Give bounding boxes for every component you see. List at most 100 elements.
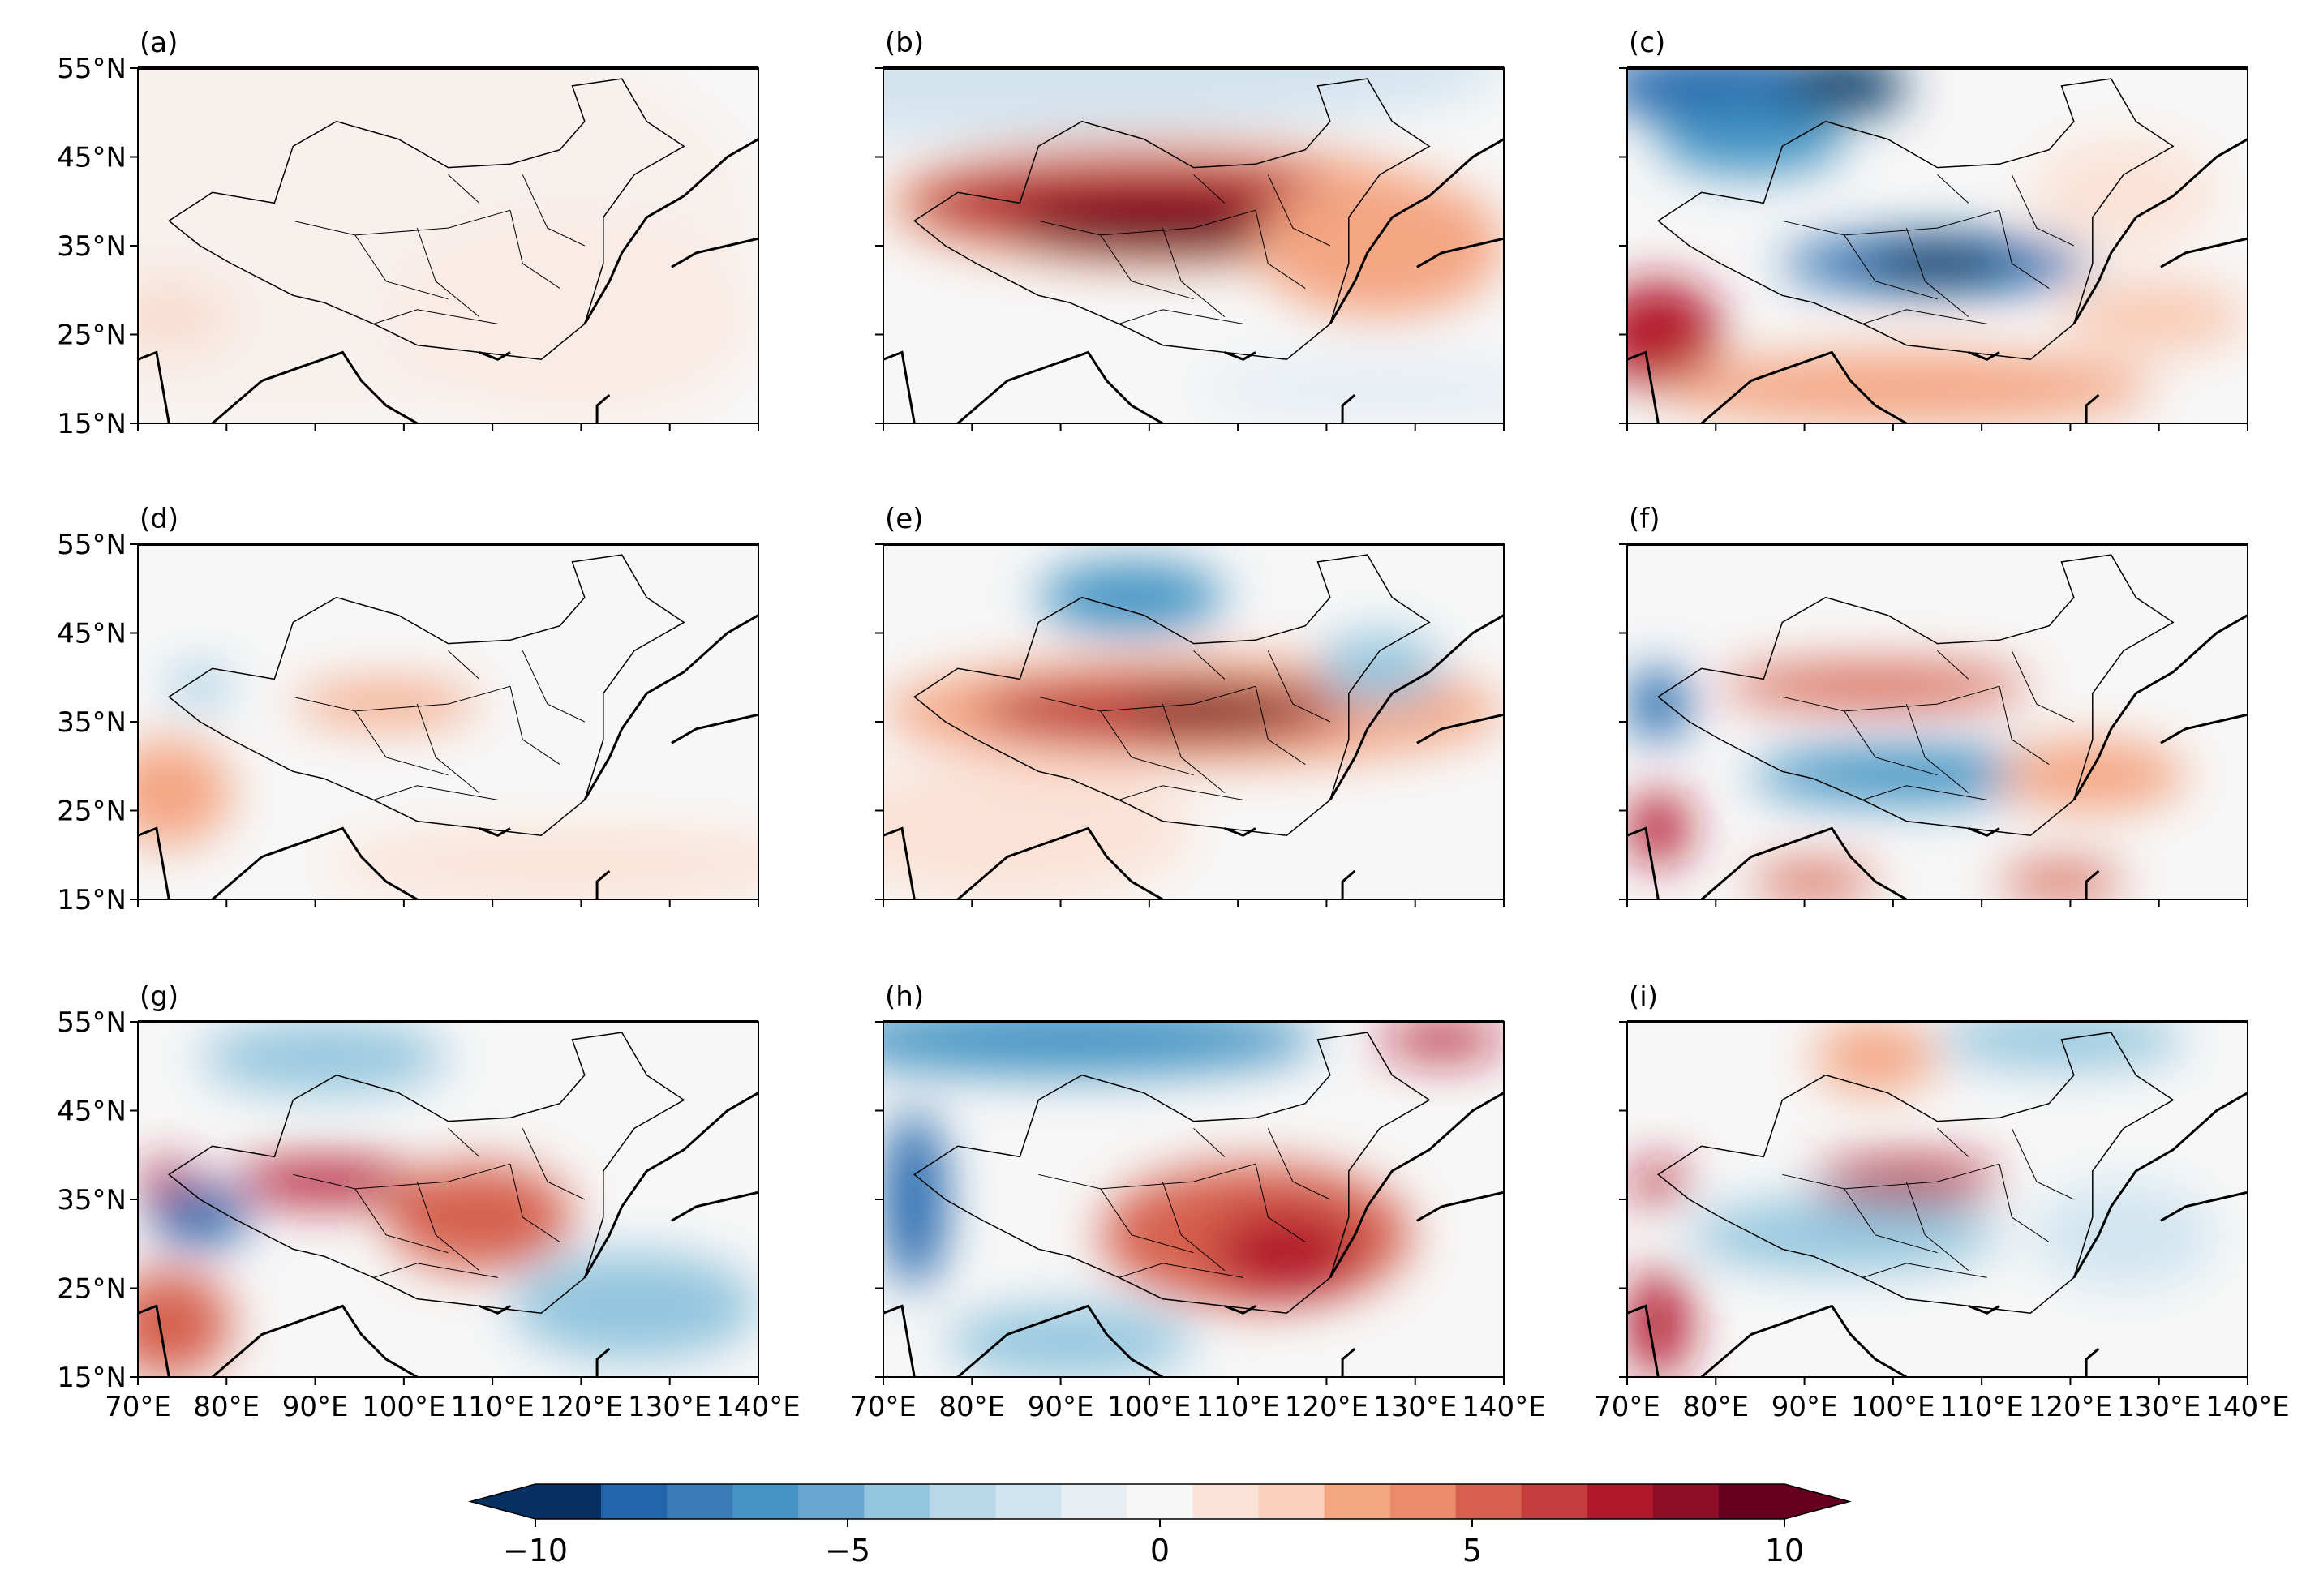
x-tick-label: 110°E: [450, 1391, 534, 1423]
panel-label: (a): [140, 27, 178, 59]
china-border: [1657, 78, 2175, 360]
tick-marks: [1619, 543, 2248, 907]
x-tick-label: 120°E: [1285, 1391, 1368, 1423]
tick-marks: [130, 543, 759, 907]
tick-marks: [875, 543, 1505, 907]
anomaly-blob: [1317, 633, 1442, 705]
map-outlines: [138, 78, 758, 423]
panel-label: (e): [885, 503, 923, 535]
province-border: [1844, 1188, 1938, 1254]
map-outlines: [1627, 1032, 2248, 1377]
anomaly-blob: [1937, 1022, 2186, 1068]
map-outlines: [1627, 78, 2248, 423]
province-border: [448, 174, 480, 204]
coastline: [2085, 393, 2100, 423]
map-outlines: [883, 1032, 1504, 1377]
anomaly-blob: [150, 1188, 250, 1246]
province-border: [1905, 227, 1969, 317]
china-border: [913, 554, 1431, 836]
province-border: [354, 710, 449, 776]
province-border: [1193, 1128, 1226, 1157]
y-tick-label: 25°N: [57, 796, 127, 828]
colorbar-segment: [535, 1484, 602, 1519]
y-tick-label: 45°N: [57, 142, 127, 174]
coastline: [1700, 826, 1908, 899]
y-tick-label: 15°N: [57, 1362, 127, 1394]
x-tick-label: 70°E: [105, 1391, 171, 1423]
x-tick-label: 70°E: [850, 1391, 917, 1423]
tick-marks: [875, 1021, 1505, 1385]
y-tick-label: 35°N: [57, 706, 127, 739]
province-border: [416, 227, 480, 317]
coastline: [583, 138, 758, 325]
coastline: [1416, 713, 1504, 744]
colorbar-segment: [1192, 1484, 1260, 1519]
anomaly-blob: [2030, 1182, 2217, 1289]
province-border: [1038, 209, 1256, 236]
anomaly-blob: [883, 1022, 1318, 1075]
map-panel-i: (i) 70°E 80°E 90°E 100°E 110°E 120°E 130°E 140°E: [1594, 980, 2290, 1423]
x-tick-label: 110°E: [1196, 1391, 1279, 1423]
map-panel-d: (d) 55°N 45°N 35°N 25°N 15°N: [57, 503, 759, 916]
map-panel-b: (b): [875, 27, 1505, 431]
coastline: [2072, 138, 2248, 325]
x-tick-label: 140°E: [716, 1391, 800, 1423]
coastline: [1968, 1304, 2000, 1315]
province-border: [2011, 650, 2075, 723]
anomaly-blob: [1751, 864, 1875, 899]
anomaly-blob: [1658, 352, 2155, 423]
x-tick-label: 120°E: [539, 1391, 623, 1423]
x-tick-label: 100°E: [1107, 1391, 1191, 1423]
map-outlines: [138, 1032, 758, 1377]
colorbar-segment: [1455, 1484, 1522, 1519]
coastline: [1968, 826, 2000, 837]
colorbar-segment: [601, 1484, 668, 1519]
anomaly-blob: [1256, 174, 1504, 317]
x-tick-label: 80°E: [193, 1391, 260, 1423]
coastline: [2160, 237, 2248, 268]
coastline: [595, 1347, 611, 1377]
y-tick-label: 15°N: [57, 884, 127, 916]
x-tick-label: 80°E: [938, 1391, 1005, 1423]
coastline: [1224, 1304, 1256, 1315]
panel-label: (f): [1629, 503, 1660, 535]
y-tick-label: 15°N: [57, 408, 127, 440]
coastline: [1341, 393, 1356, 423]
tick-marks: [1619, 67, 2248, 431]
province-border: [1937, 1128, 1969, 1157]
coastline: [671, 1191, 758, 1222]
province-border: [1119, 309, 1243, 324]
coastline: [583, 614, 758, 801]
coastline: [211, 350, 419, 423]
anomaly-blob: [1627, 668, 1690, 740]
anomaly-blob: [138, 1270, 231, 1377]
province-border: [416, 703, 480, 793]
anomaly-field: [883, 68, 1504, 423]
coastline: [138, 1304, 170, 1377]
map-outlines: [883, 78, 1504, 423]
colorbar-segment: [732, 1484, 799, 1519]
x-tick-label: 100°E: [362, 1391, 445, 1423]
anomaly-blob: [1380, 1022, 1504, 1058]
province-border: [1862, 309, 1987, 324]
coastline: [2085, 869, 2100, 899]
anomaly-blob: [1689, 1199, 1999, 1271]
coastline: [138, 826, 170, 899]
panel-label: (d): [140, 503, 178, 535]
anomaly-blob: [1007, 200, 1318, 257]
anomaly-blob: [1720, 664, 2031, 708]
coastline: [956, 826, 1164, 899]
colorbar-tick-label: 10: [1765, 1533, 1804, 1568]
colorbar-tick-label: −10: [503, 1533, 568, 1568]
province-border: [1100, 710, 1194, 776]
map-panel-g: (g) 55°N 45°N 35°N 25°N 15°N70°E 80°E 90°E 100°E…: [57, 980, 800, 1423]
x-tick-label: 130°E: [2117, 1391, 2201, 1423]
colorbar-segment: [667, 1484, 733, 1519]
y-tick-label: 55°N: [57, 53, 127, 85]
anomaly-blob: [1627, 1164, 1690, 1199]
coastline: [479, 826, 511, 837]
panel-label: (g): [140, 980, 178, 1013]
province-border: [1038, 685, 1256, 712]
coastline: [595, 869, 611, 899]
map-panel-h: (h) 70°E 80°E 90°E 100°E 110°E 120°E 130°E 140°E: [850, 980, 1546, 1423]
